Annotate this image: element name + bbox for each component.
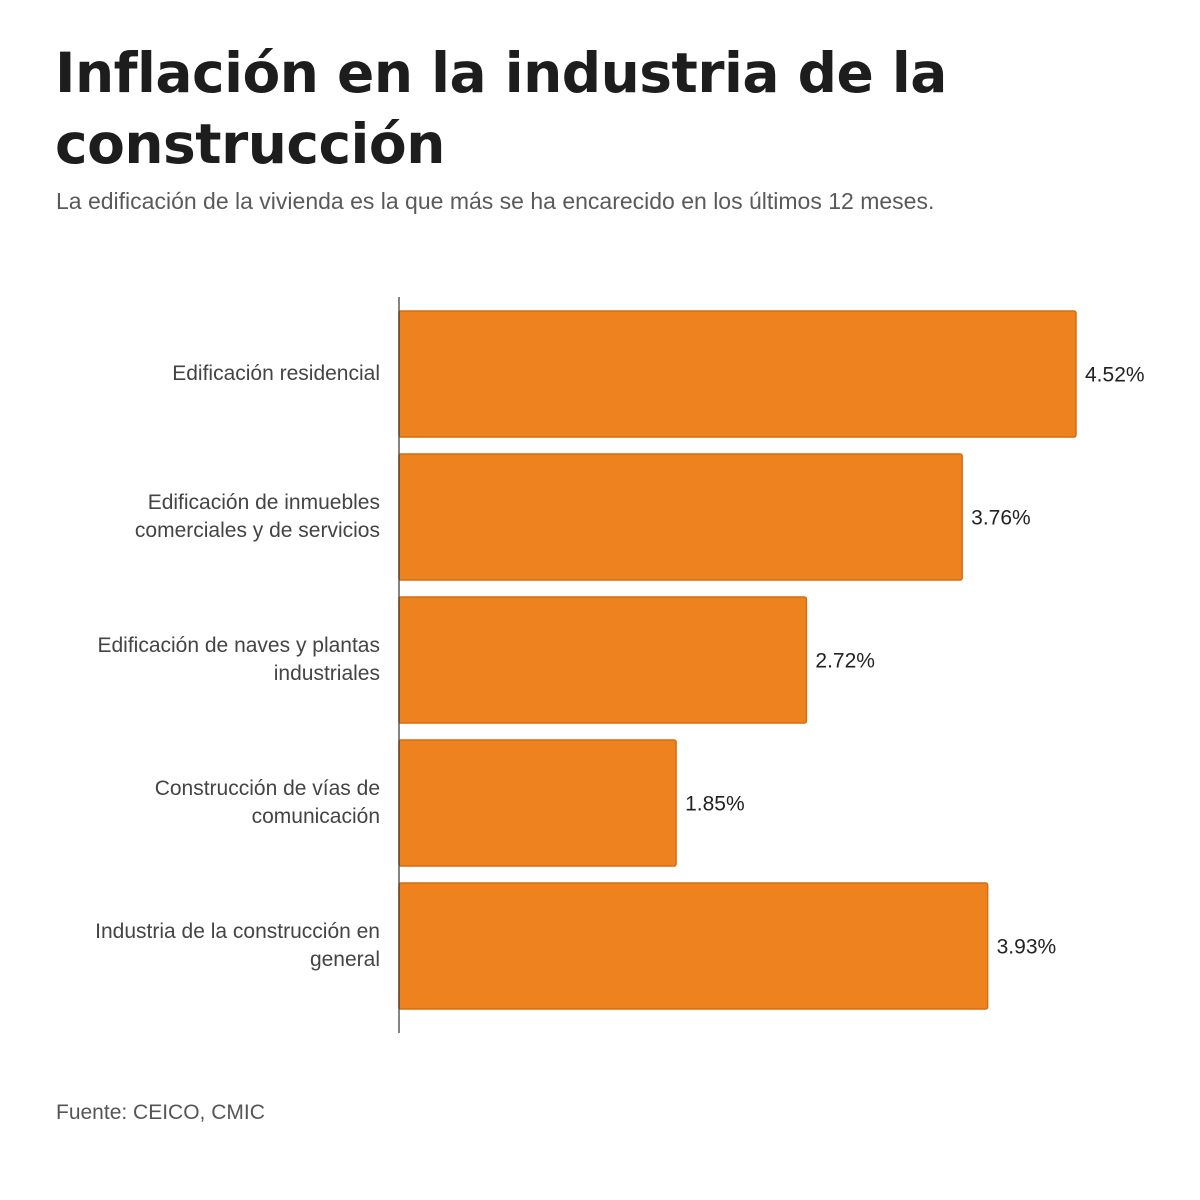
category-label-2: Edificación de naves y plantas industrial… (97, 634, 380, 685)
category-label-4: Industria de la construcción en general (95, 920, 380, 971)
category-label-1: Edificación de inmuebles comerciales y de… (135, 491, 380, 542)
category-label-0: Edificación residencial (172, 362, 380, 385)
chart-title: Inflación en la industria de la construc… (55, 41, 947, 176)
value-label-3: 1.85% (685, 793, 745, 816)
value-label-2: 2.72% (815, 650, 875, 673)
bar-3 (398, 739, 677, 867)
source-note: Fuente: CEICO, CMIC (56, 1101, 265, 1124)
bar-4 (398, 882, 989, 1010)
value-label-4: 3.93% (997, 936, 1057, 959)
value-label-0: 4.52% (1085, 364, 1145, 387)
value-label-1: 3.76% (971, 507, 1031, 530)
bar-2 (398, 596, 808, 724)
bar-0 (398, 310, 1077, 438)
category-label-3: Construcción de vías de comunicación (155, 777, 380, 828)
bar-1 (398, 453, 963, 581)
chart-subtitle: La edificación de la vivienda es la que … (56, 188, 935, 214)
